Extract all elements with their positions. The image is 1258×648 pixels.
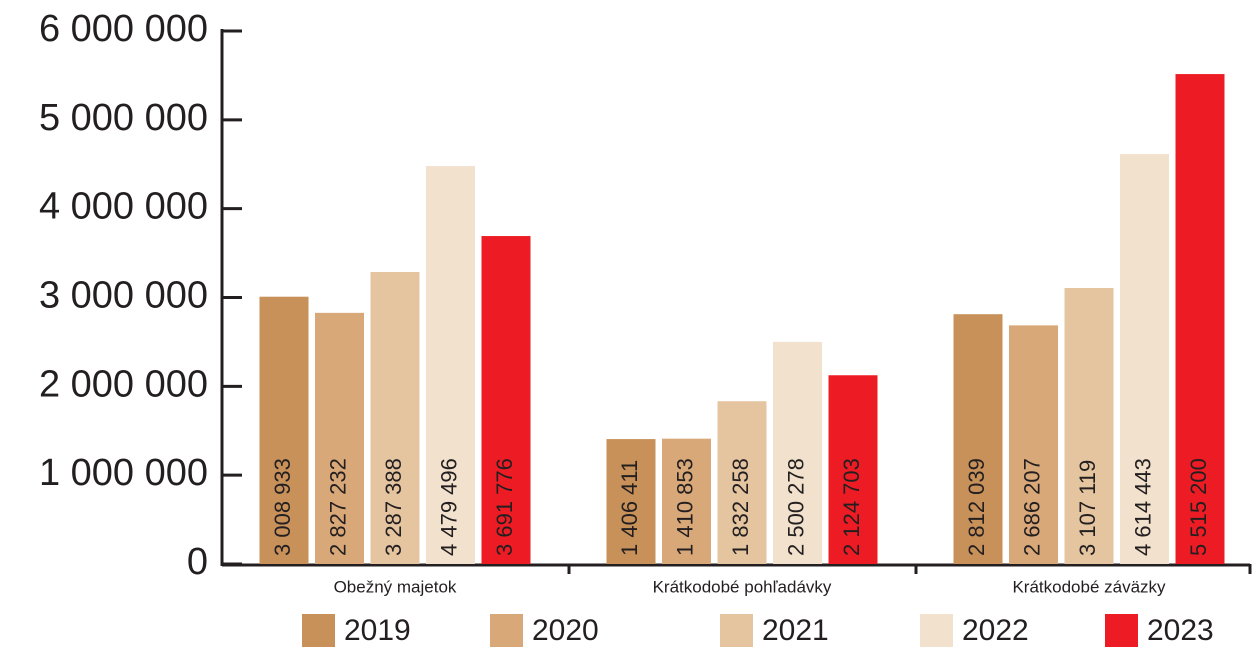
- y-tick-label: 5 000 000: [39, 97, 208, 139]
- value-label: 1 406 411: [617, 460, 642, 556]
- value-label: 4 479 496: [436, 458, 461, 556]
- value-label: 3 008 933: [270, 458, 295, 556]
- legend-swatch: [920, 614, 953, 647]
- value-label: 2 812 039: [964, 458, 989, 556]
- bar: [1064, 287, 1114, 564]
- bar: [426, 166, 475, 564]
- bar: [773, 341, 822, 564]
- x-tick-label: Krátkodobé pohľadávky: [653, 577, 832, 596]
- legend-label: 2023: [1147, 614, 1214, 647]
- legend-swatch: [490, 614, 523, 647]
- legend-label: 2020: [532, 614, 599, 647]
- bar: [1120, 154, 1169, 564]
- value-label: 1 410 853: [672, 458, 697, 556]
- value-label: 3 691 776: [492, 458, 517, 556]
- y-tick-label: 3 000 000: [39, 275, 208, 317]
- y-tick-label: 4 000 000: [39, 186, 208, 228]
- value-label: 3 287 388: [381, 458, 406, 556]
- value-label: 5 515 200: [1186, 458, 1211, 556]
- value-label: 3 107 119: [1075, 460, 1100, 556]
- y-tick-label: 6 000 000: [39, 8, 208, 50]
- bar: [717, 401, 767, 564]
- value-label: 4 614 443: [1130, 458, 1155, 556]
- bar: [828, 375, 878, 564]
- x-tick-label: Obežný majetok: [334, 577, 457, 596]
- bar: [259, 296, 309, 564]
- value-label: 2 827 232: [325, 458, 350, 556]
- y-tick-label: 2 000 000: [39, 363, 208, 405]
- legend-label: 2019: [344, 614, 411, 647]
- y-tick-label: 0: [187, 541, 208, 583]
- value-label: 1 832 258: [728, 458, 753, 556]
- bar: [606, 439, 656, 564]
- bar: [662, 438, 711, 564]
- bar: [315, 312, 364, 564]
- x-tick-label: Krátkodobé záväzky: [1012, 577, 1166, 596]
- value-label: 2 686 207: [1019, 458, 1044, 556]
- legend-swatch: [720, 614, 753, 647]
- bar: [1175, 74, 1225, 564]
- value-label: 2 500 278: [783, 458, 808, 556]
- bar: [370, 271, 420, 564]
- bar: [1009, 325, 1058, 564]
- value-label: 2 124 703: [839, 458, 864, 556]
- legend-swatch: [1105, 614, 1138, 647]
- bar: [953, 314, 1003, 564]
- legend-label: 2022: [962, 614, 1029, 647]
- y-tick-label: 1 000 000: [39, 452, 208, 494]
- bar: [481, 236, 531, 564]
- legend-label: 2021: [762, 614, 829, 647]
- legend-swatch: [302, 614, 335, 647]
